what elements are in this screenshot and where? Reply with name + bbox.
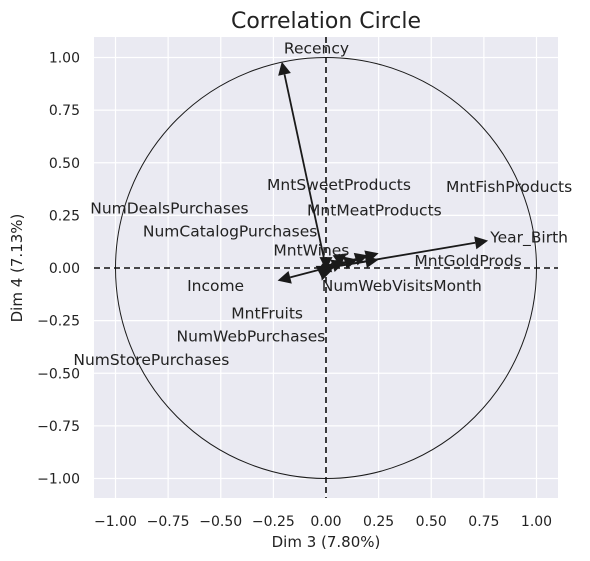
y-axis-label: Dim 4 (7.13%) — [8, 214, 26, 323]
x-tick-label: −0.50 — [199, 514, 242, 530]
y-tick-labels: 1.00 0.75 0.50 0.25 0.00 −0.25 −0.50 −0.75 −1.00 — [37, 51, 80, 488]
label-mntfishproducts: MntFishProducts — [446, 178, 572, 196]
label-numstorepurchases: NumStorePurchases — [73, 351, 229, 369]
x-tick-label: 0.50 — [416, 514, 447, 530]
x-tick-label: 0.75 — [468, 514, 499, 530]
x-tick-label: −0.25 — [252, 514, 295, 530]
label-recency: Recency — [284, 39, 349, 57]
x-tick-label: 1.00 — [521, 514, 552, 530]
x-tick-label: −1.00 — [94, 514, 137, 530]
x-tick-label: −0.75 — [147, 514, 190, 530]
label-mntgoldprods: MntGoldProds — [414, 252, 521, 270]
arrow-recency — [278, 61, 327, 269]
y-tick-label: 0.50 — [49, 156, 80, 172]
variable-arrows — [277, 61, 489, 284]
label-income: Income — [187, 277, 244, 295]
label-mntsweetproducts: MntSweetProducts — [267, 176, 411, 194]
y-tick-label: 1.00 — [49, 51, 80, 67]
label-mntwines: MntWines — [273, 241, 349, 259]
label-numwebvisitsmonth: NumWebVisitsMonth — [322, 277, 482, 295]
label-numdealspurchases: NumDealsPurchases — [90, 199, 248, 217]
variable-labels: Recency MntSweetProducts MntFishProducts Nu… — [73, 39, 572, 369]
x-axis-label: Dim 3 (7.80%) — [272, 533, 381, 551]
y-tick-label: −0.50 — [37, 366, 80, 382]
label-year-birth: Year_Birth — [489, 229, 568, 248]
x-tick-label: 0.00 — [310, 514, 341, 530]
label-numcatalogpurchases: NumCatalogPurchases — [143, 222, 318, 240]
label-mntfruits: MntFruits — [231, 305, 303, 323]
x-tick-labels: −1.00 −0.75 −0.50 −0.25 0.00 0.25 0.50 0.75 1.00 — [94, 514, 552, 530]
y-tick-label: −0.75 — [37, 419, 80, 435]
label-mntmeatproducts: MntMeatProducts — [307, 201, 442, 219]
y-tick-label: 0.00 — [49, 261, 80, 277]
x-tick-label: 0.25 — [363, 514, 394, 530]
y-tick-label: 0.75 — [49, 103, 80, 119]
y-tick-label: −1.00 — [37, 472, 80, 488]
y-tick-label: 0.25 — [49, 208, 80, 224]
chart-title: Correlation Circle — [231, 9, 421, 34]
label-numwebpurchases: NumWebPurchases — [177, 328, 326, 346]
arrow-numstorepurchases — [319, 257, 333, 271]
y-tick-label: −0.25 — [37, 314, 80, 330]
